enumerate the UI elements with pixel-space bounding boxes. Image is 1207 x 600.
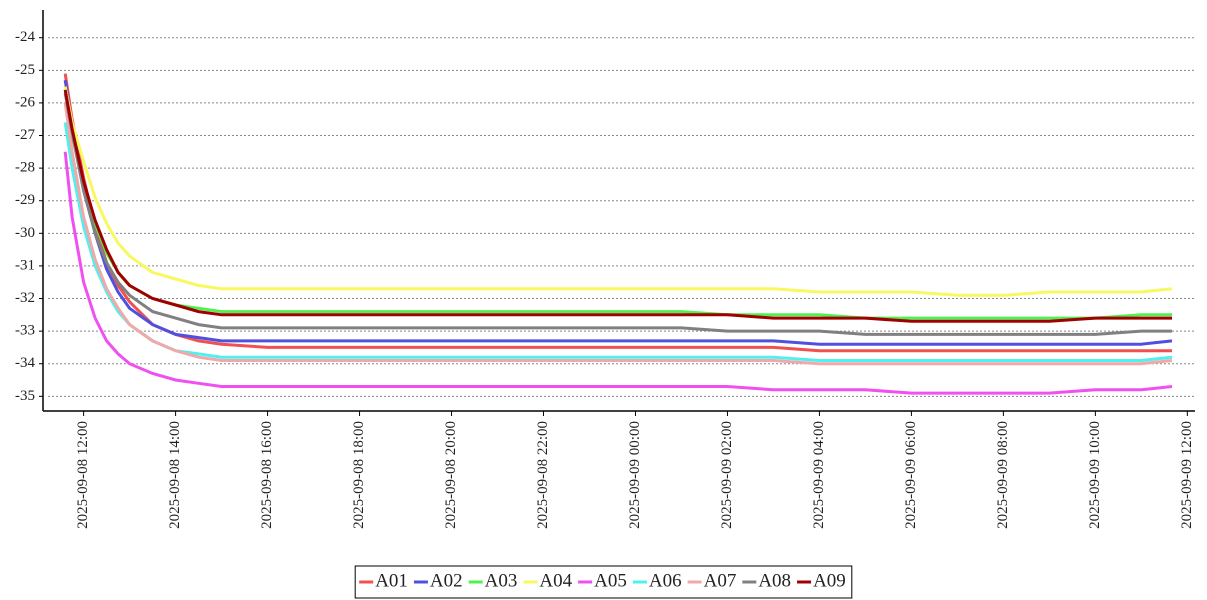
x-tick-label: 2025-09-09 08:00 bbox=[995, 421, 1011, 529]
y-tick-label: -24 bbox=[15, 29, 35, 45]
y-tick-label: -28 bbox=[15, 160, 35, 176]
x-tick-label: 2025-09-08 18:00 bbox=[351, 421, 367, 529]
x-tick-label: 2025-09-08 14:00 bbox=[167, 421, 183, 529]
series-line bbox=[63, 86, 1173, 297]
legend-label: A01 bbox=[375, 570, 408, 591]
legend: A01 A02 A03 A04 A05 A06 A07 A08 A09 bbox=[354, 565, 853, 599]
y-tick-label: -26 bbox=[15, 94, 35, 110]
x-tick-label: 2025-09-09 04:00 bbox=[811, 421, 827, 529]
x-tick-label: 2025-09-09 12:00 bbox=[1179, 421, 1195, 529]
legend-label: A06 bbox=[649, 570, 682, 591]
legend-label: A03 bbox=[485, 570, 518, 591]
series-line bbox=[63, 89, 1172, 323]
legend-label: A05 bbox=[594, 570, 627, 591]
y-tick-label: -25 bbox=[15, 62, 35, 78]
y-tick-label: -30 bbox=[15, 225, 35, 241]
x-tick-label: 2025-09-08 16:00 bbox=[259, 421, 275, 529]
x-tick-label: 2025-09-08 20:00 bbox=[443, 421, 459, 529]
x-tick-label: 2025-09-09 10:00 bbox=[1087, 421, 1103, 529]
series-line bbox=[63, 73, 1172, 353]
series-line bbox=[63, 151, 1173, 395]
y-tick-label: -33 bbox=[15, 323, 35, 339]
y-tick-label: -35 bbox=[15, 388, 35, 404]
y-tick-label: -32 bbox=[15, 290, 35, 306]
series-line bbox=[63, 102, 1173, 366]
x-tick-label: 2025-09-08 22:00 bbox=[535, 421, 551, 529]
legend-label: A02 bbox=[430, 570, 463, 591]
legend-box bbox=[354, 565, 853, 599]
legend-label: A09 bbox=[813, 570, 846, 591]
legend-label: A08 bbox=[758, 570, 791, 591]
x-tick-label: 2025-09-08 12:00 bbox=[75, 421, 91, 529]
y-tick-label: -31 bbox=[15, 257, 35, 273]
x-tick-label: 2025-09-09 06:00 bbox=[903, 421, 919, 529]
x-tick-label: 2025-09-09 02:00 bbox=[719, 421, 735, 529]
y-tick-label: -27 bbox=[15, 127, 35, 143]
x-tick-label: 2025-09-09 00:00 bbox=[627, 421, 643, 529]
series-line bbox=[63, 92, 1172, 336]
series-line bbox=[63, 79, 1173, 346]
legend-label: A07 bbox=[704, 570, 737, 591]
series-line bbox=[63, 122, 1173, 362]
legend-label: A04 bbox=[539, 570, 572, 591]
y-tick-label: -29 bbox=[15, 192, 35, 208]
y-tick-label: -34 bbox=[15, 355, 35, 371]
